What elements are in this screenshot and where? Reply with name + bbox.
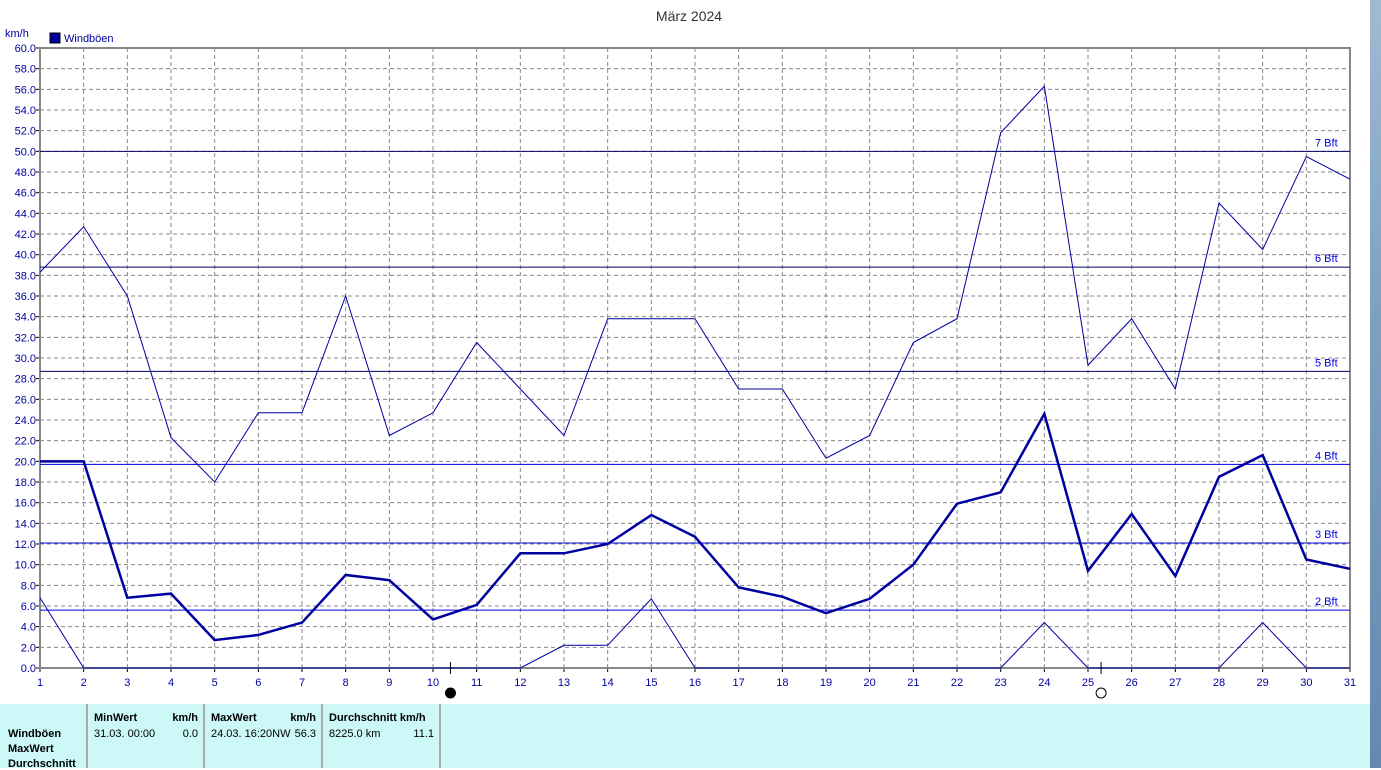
x-tick-label: 13: [558, 677, 570, 689]
y-tick-label: 52.0: [15, 126, 36, 138]
wind-chart: März 2024 km/h Windböen 0.0 2.0 4.0 6.0 8.0 1…: [0, 0, 1370, 704]
x-tick-label: 28: [1213, 677, 1225, 689]
x-tick-label: 7: [299, 677, 305, 689]
x-tick-label: 29: [1257, 677, 1269, 689]
y-tick-label: 42.0: [15, 229, 36, 241]
y-tick-label: 48.0: [15, 167, 36, 179]
y-tick-label: 8.0: [21, 580, 36, 592]
max-header: MaxWert: [211, 712, 257, 724]
x-tick-label: 12: [514, 677, 526, 689]
x-tick-label: 1: [37, 677, 43, 689]
max-unit: km/h: [290, 712, 316, 724]
x-tick-label: 17: [733, 677, 745, 689]
x-tick-label: 5: [212, 677, 218, 689]
y-tick-label: 12.0: [15, 539, 36, 551]
beaufort-label: 2 Bft: [1315, 596, 1338, 608]
row-labels-col: Windböen MaxWert Durchschnitt: [0, 704, 88, 768]
y-tick-label: 56.0: [15, 84, 36, 96]
y-tick-label: 44.0: [15, 208, 36, 220]
x-tick-label: 30: [1300, 677, 1312, 689]
y-tick-label: 50.0: [15, 146, 36, 158]
x-tick-label: 10: [427, 677, 439, 689]
x-tick-label: 31: [1344, 677, 1356, 689]
y-axis-label: km/h: [5, 28, 29, 40]
y-tick-label: 34.0: [15, 312, 36, 324]
min-unit: km/h: [172, 712, 198, 724]
y-tick-label: 58.0: [15, 64, 36, 76]
y-tick-label: 6.0: [21, 601, 36, 613]
avg-header: Durchschnitt km/h: [329, 712, 426, 724]
legend-swatch: [50, 33, 60, 43]
y-tick-label: 10.0: [15, 560, 36, 572]
min-col: MinWert km/h 31.03. 00:00 0.0: [88, 704, 205, 768]
x-tick-label: 3: [124, 677, 130, 689]
y-tick-label: 46.0: [15, 188, 36, 200]
x-tick-label: 27: [1169, 677, 1181, 689]
row-label: Windböen: [8, 728, 61, 740]
y-tick-label: 4.0: [21, 622, 36, 634]
y-tick-label: 32.0: [15, 332, 36, 344]
x-tick-label: 16: [689, 677, 701, 689]
x-tick-label: 22: [951, 677, 963, 689]
avg-distance: 8225.0 km: [329, 728, 380, 740]
y-tick-label: 40.0: [15, 250, 36, 262]
beaufort-label: 5 Bft: [1315, 357, 1338, 369]
y-tick-label: 0.0: [21, 663, 36, 675]
x-tick-label: 6: [255, 677, 261, 689]
beaufort-label: 4 Bft: [1315, 450, 1338, 462]
y-tick-label: 54.0: [15, 105, 36, 117]
row-label: Durchschnitt: [8, 758, 76, 770]
y-tick-label: 30.0: [15, 353, 36, 365]
y-tick-label: 18.0: [15, 477, 36, 489]
max-date: 24.03. 16:20NW: [211, 728, 291, 740]
beaufort-label: 3 Bft: [1315, 529, 1338, 541]
max-col: MaxWert km/h 24.03. 16:20NW 56.3: [205, 704, 323, 768]
beaufort-label: 7 Bft: [1315, 137, 1338, 149]
x-tick-label: 20: [864, 677, 876, 689]
x-tick-label: 24: [1038, 677, 1050, 689]
x-tick-label: 21: [907, 677, 919, 689]
legend-label: Windböen: [64, 33, 114, 45]
x-tick-label: 19: [820, 677, 832, 689]
y-tick-label: 38.0: [15, 270, 36, 282]
avg-col: Durchschnitt km/h 8225.0 km 11.1: [323, 704, 441, 768]
x-tick-label: 11: [471, 677, 482, 689]
x-tick-label: 15: [645, 677, 657, 689]
y-tick-label: 26.0: [15, 394, 36, 406]
x-tick-label: 8: [343, 677, 349, 689]
x-tick-label: 23: [995, 677, 1007, 689]
y-tick-label: 20.0: [15, 456, 36, 468]
min-header: MinWert: [94, 712, 137, 724]
beaufort-label: 6 Bft: [1315, 253, 1338, 265]
x-tick-label: 2: [81, 677, 87, 689]
new-moon-open-icon: [1096, 688, 1106, 698]
full-moon-filled-icon: [445, 688, 455, 698]
row-label: MaxWert: [8, 743, 54, 755]
avg-value: 11.1: [413, 728, 434, 740]
min-date: 31.03. 00:00: [94, 728, 155, 740]
y-tick-label: 14.0: [15, 518, 36, 530]
max-value: 56.3: [295, 728, 316, 740]
y-tick-label: 36.0: [15, 291, 36, 303]
x-tick-label: 18: [776, 677, 788, 689]
x-tick-label: 9: [386, 677, 392, 689]
y-tick-label: 16.0: [15, 498, 36, 510]
y-tick-label: 2.0: [21, 642, 36, 654]
x-tick-label: 14: [602, 677, 614, 689]
y-tick-label: 24.0: [15, 415, 36, 427]
y-tick-label: 60.0: [15, 43, 36, 55]
y-tick-label: 28.0: [15, 374, 36, 386]
stats-table: Windböen MaxWert Durchschnitt MinWert km…: [0, 704, 1370, 768]
window-edge: [1370, 0, 1381, 768]
x-tick-label: 25: [1082, 677, 1094, 689]
x-tick-label: 4: [168, 677, 174, 689]
min-value: 0.0: [183, 728, 198, 740]
x-tick-label: 26: [1126, 677, 1138, 689]
chart-title: März 2024: [656, 8, 722, 24]
y-tick-label: 22.0: [15, 436, 36, 448]
